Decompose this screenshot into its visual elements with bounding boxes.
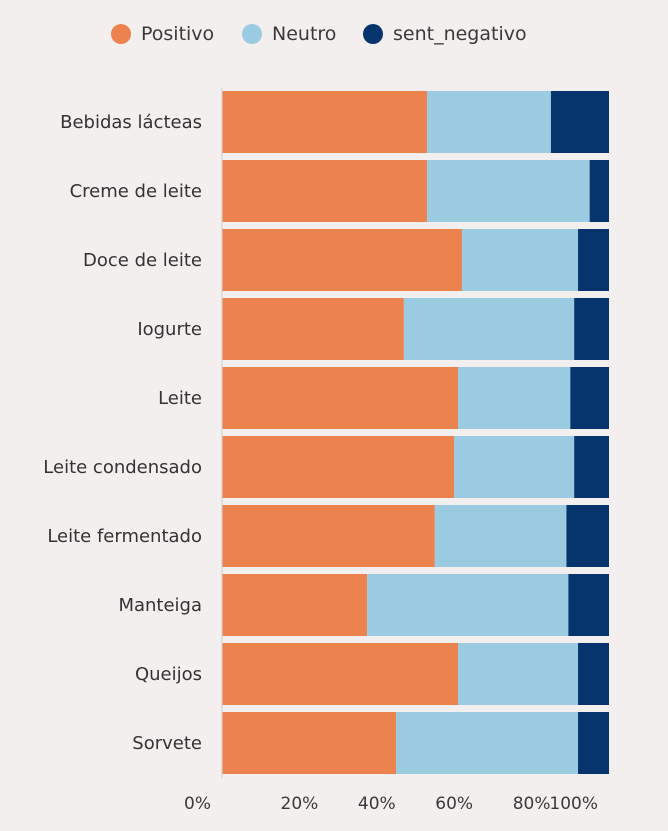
legend-label-neutro: Neutro — [272, 23, 336, 45]
category-label-doce-de-leite: Doce de leite — [83, 250, 202, 271]
bar-leite-condensado-positivo — [222, 436, 455, 498]
bar-doce-de-leite-positivo — [222, 229, 462, 291]
tick-label-60pct: 60% — [435, 794, 473, 814]
bar-creme-de-leite-positivo — [222, 160, 428, 222]
bar-doce-de-leite-sent-negativo — [578, 229, 609, 291]
category-label-iogurte: Iogurte — [137, 319, 202, 340]
category-label-leite: Leite — [158, 388, 202, 409]
category-label-sorvete: Sorvete — [132, 733, 202, 754]
bar-queijos-positivo — [222, 643, 459, 705]
legend-swatch-neutro — [242, 24, 262, 44]
bar-queijos-neutro — [458, 643, 579, 705]
bar-bebidas-lacteas-positivo — [222, 91, 428, 153]
legend: Positivo Neutro sent_negativo — [111, 23, 527, 45]
bar-sorvete-positivo — [222, 712, 397, 774]
bar-doce-de-leite-neutro — [461, 229, 579, 291]
bar-sorvete-neutro — [396, 712, 579, 774]
bar-bebidas-lacteas-neutro — [427, 91, 551, 153]
bars — [222, 91, 609, 774]
bar-creme-de-leite-neutro — [427, 160, 590, 222]
bar-leite-neutro — [458, 367, 571, 429]
bar-bebidas-lacteas-sent-negativo — [550, 91, 609, 153]
category-label-queijos: Queijos — [135, 664, 202, 685]
bar-leite-fermentado-positivo — [222, 505, 435, 567]
bar-leite-sent-negativo — [570, 367, 609, 429]
bar-leite-fermentado-sent-negativo — [566, 505, 609, 567]
bar-leite-positivo — [222, 367, 459, 429]
bar-leite-condensado-sent-negativo — [574, 436, 609, 498]
bar-iogurte-neutro — [403, 298, 575, 360]
x-axis-ticks: 0% 20% 40% 60% 80%100% — [184, 794, 598, 814]
legend-swatch-sent-negativo — [363, 24, 383, 44]
tick-label-0pct: 0% — [184, 794, 211, 814]
bar-iogurte-sent-negativo — [574, 298, 609, 360]
bar-manteiga-neutro — [367, 574, 569, 636]
bar-leite-condensado-neutro — [454, 436, 575, 498]
bar-iogurte-positivo — [222, 298, 404, 360]
category-label-leite-fermentado: Leite fermentado — [47, 526, 202, 547]
tick-label-20pct: 20% — [281, 794, 319, 814]
category-label-leite-condensado: Leite condensado — [43, 457, 202, 478]
category-label-bebidas-lacteas: Bebidas lácteas — [60, 112, 202, 133]
legend-label-positivo: Positivo — [141, 23, 214, 45]
category-labels: Bebidas lácteas Creme de leite Doce de lei… — [43, 112, 202, 754]
category-label-manteiga: Manteiga — [118, 595, 202, 616]
bar-leite-fermentado-neutro — [434, 505, 567, 567]
bar-manteiga-sent-negativo — [568, 574, 609, 636]
bar-manteiga-positivo — [222, 574, 368, 636]
bar-sorvete-sent-negativo — [578, 712, 609, 774]
legend-label-sent-negativo: sent_negativo — [393, 23, 527, 45]
category-label-creme-de-leite: Creme de leite — [70, 181, 202, 202]
bar-creme-de-leite-sent-negativo — [589, 160, 609, 222]
tick-label-80pct: 80% — [513, 794, 551, 814]
legend-swatch-positivo — [111, 24, 131, 44]
tick-label-100pct: 100% — [549, 794, 598, 814]
tick-label-40pct: 40% — [358, 794, 396, 814]
bar-queijos-sent-negativo — [578, 643, 609, 705]
